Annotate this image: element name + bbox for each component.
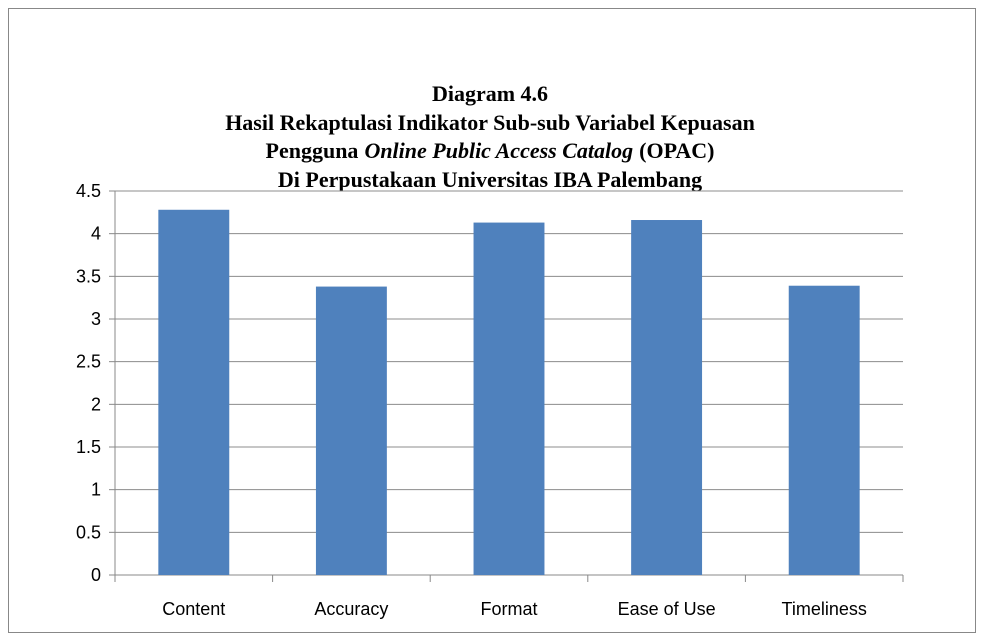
chart-title: Di Perpustakaan Universitas IBA Palemban…: [278, 167, 702, 192]
y-tick-label: 1: [91, 480, 101, 500]
x-tick-label: Content: [162, 599, 225, 619]
x-tick-label: Format: [480, 599, 537, 619]
y-tick-label: 1.5: [76, 437, 101, 457]
chart-title-part: Online Public Access Catalog: [364, 138, 633, 163]
y-tick-label: 3.5: [76, 266, 101, 286]
y-tick-label: 4.5: [76, 181, 101, 201]
y-tick-label: 2.5: [76, 352, 101, 372]
chart-title: Hasil Rekaptulasi Indikator Sub-sub Vari…: [225, 110, 755, 135]
chart-title: Diagram 4.6: [432, 81, 548, 106]
chart-title-part: (OPAC): [639, 138, 714, 163]
bar: [473, 222, 545, 575]
chart-title: Pengguna Online Public Access Catalog (OPA…: [266, 138, 715, 163]
y-tick-label: 4: [91, 224, 101, 244]
y-tick-label: 2: [91, 394, 101, 414]
bar: [158, 209, 230, 576]
x-tick-label: Ease of Use: [618, 599, 716, 619]
bar: [631, 220, 703, 575]
bar: [788, 285, 860, 575]
chart-title-part: Pengguna: [266, 138, 359, 163]
x-tick-label: Timeliness: [782, 599, 867, 619]
y-tick-label: 3: [91, 309, 101, 329]
bar: [315, 286, 387, 575]
y-tick-label: 0: [91, 565, 101, 585]
x-tick-label: Accuracy: [314, 599, 388, 619]
y-tick-label: 0.5: [76, 522, 101, 542]
